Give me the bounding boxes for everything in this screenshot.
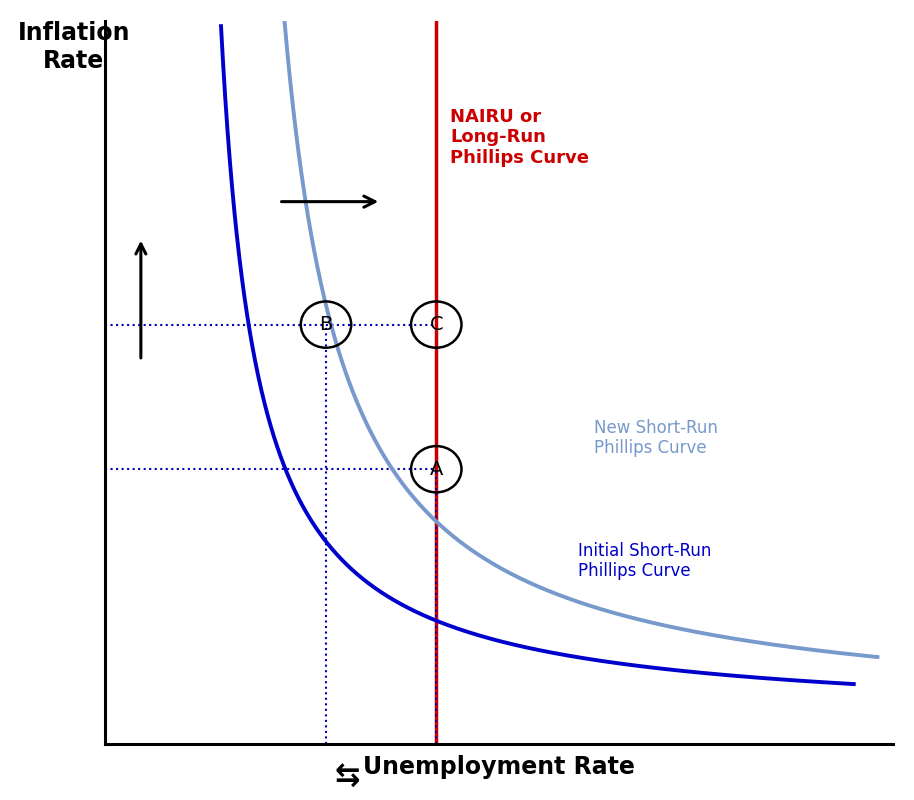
Text: B: B: [319, 315, 333, 334]
Text: C: C: [430, 315, 443, 334]
Text: ←: ←: [335, 758, 360, 786]
Text: →: →: [335, 768, 360, 797]
Text: New Short-Run
Phillips Curve: New Short-Run Phillips Curve: [594, 418, 717, 458]
X-axis label: Unemployment Rate: Unemployment Rate: [364, 755, 635, 779]
Text: A: A: [430, 460, 443, 478]
Text: NAIRU or
Long-Run
Phillips Curve: NAIRU or Long-Run Phillips Curve: [451, 108, 590, 167]
Text: Initial Short-Run
Phillips Curve: Initial Short-Run Phillips Curve: [578, 542, 711, 580]
Y-axis label: Inflation
Rate: Inflation Rate: [17, 21, 130, 73]
